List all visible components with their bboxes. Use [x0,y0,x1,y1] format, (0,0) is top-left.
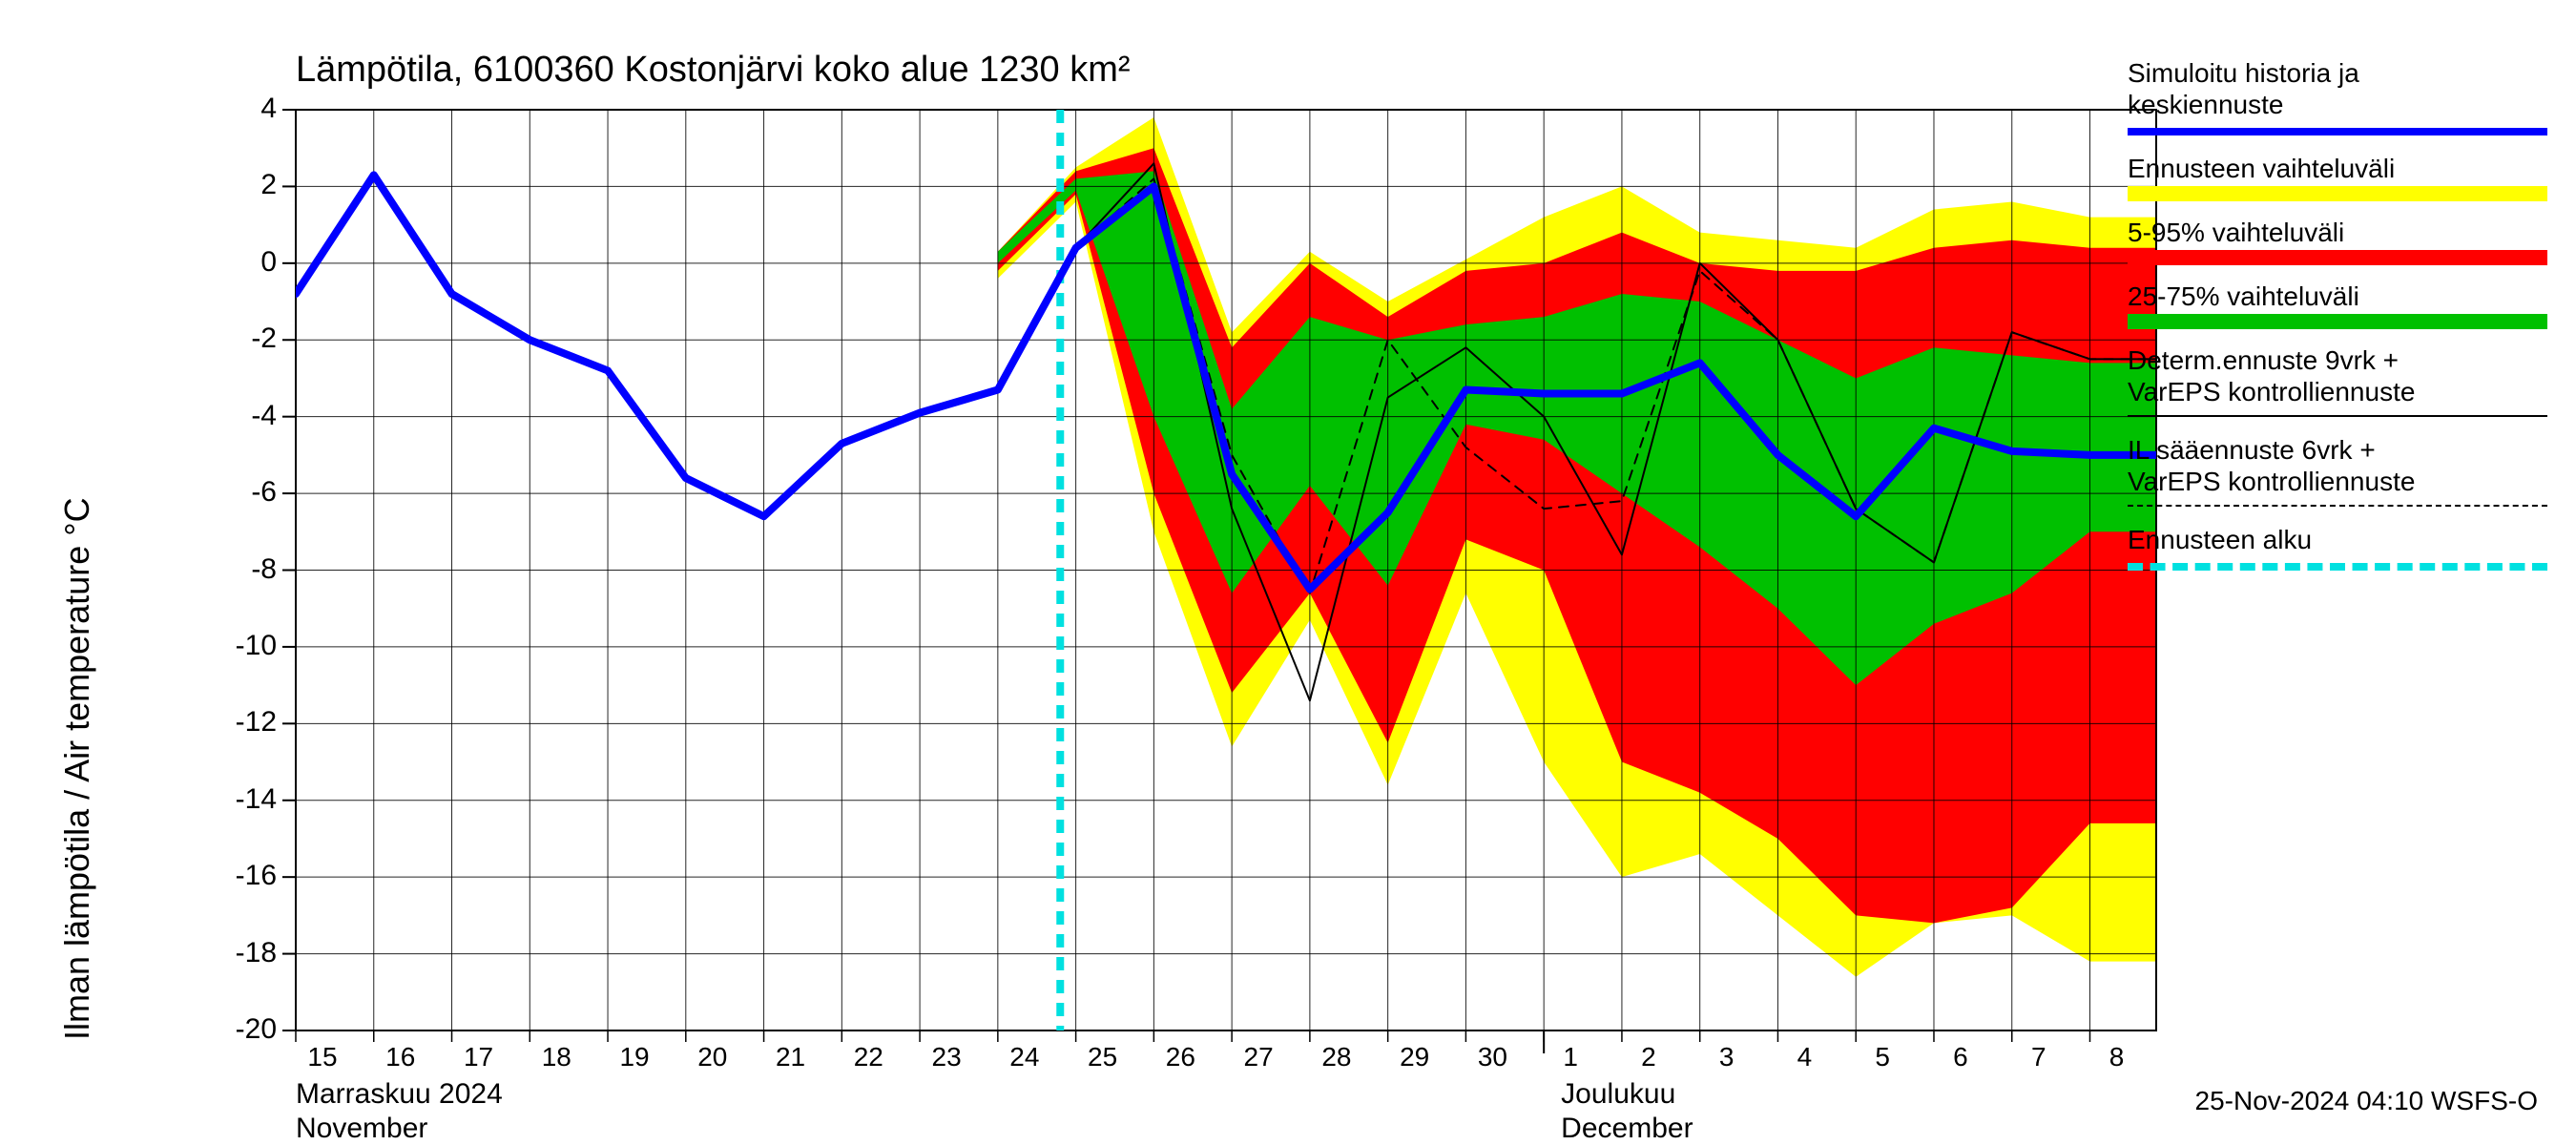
legend-text: Determ.ennuste 9vrk + [2128,344,2547,376]
y-tick: -14 [191,783,277,816]
x-tick: 8 [2088,1042,2146,1072]
legend-item: Ennusteen vaihteluväli [2128,153,2547,201]
x-tick: 3 [1698,1042,1755,1072]
x-tick: 1 [1542,1042,1599,1072]
legend-line [2128,505,2547,507]
x-tick: 15 [294,1042,351,1072]
legend-text: 5-95% vaihteluväli [2128,217,2547,248]
y-tick: -2 [191,323,277,355]
y-tick: -6 [191,476,277,509]
x-tick: 17 [450,1042,508,1072]
y-tick: 4 [191,93,277,125]
legend-text: Simuloitu historia ja [2128,57,2547,89]
legend-line [2128,563,2547,571]
footer-timestamp: 25-Nov-2024 04:10 WSFS-O [2195,1086,2539,1116]
legend-item: Simuloitu historia jakeskiennuste [2128,57,2547,135]
x-tick: 28 [1308,1042,1365,1072]
month-label-right-bottom: December [1561,1113,1693,1145]
month-label-left-top: Marraskuu 2024 [296,1078,503,1111]
legend-text: IL sääennuste 6vrk + [2128,434,2547,466]
y-tick: -8 [191,553,277,586]
legend-item: 5-95% vaihteluväli [2128,217,2547,265]
legend-text: VarEPS kontrolliennuste [2128,376,2547,407]
x-tick: 16 [372,1042,429,1072]
legend-item: 25-75% vaihteluväli [2128,281,2547,329]
legend-item: Determ.ennuste 9vrk +VarEPS kontrollienn… [2128,344,2547,417]
x-tick: 7 [2010,1042,2067,1072]
y-tick: 2 [191,169,277,201]
x-tick: 18 [528,1042,585,1072]
y-tick: -12 [191,706,277,739]
x-tick: 23 [918,1042,975,1072]
month-label-left-bottom: November [296,1113,427,1145]
y-tick: -10 [191,630,277,662]
legend-line [2128,128,2547,135]
legend-swatch [2128,250,2547,265]
x-tick: 4 [1776,1042,1833,1072]
x-tick: 30 [1464,1042,1521,1072]
chart-container: Lämpötila, 6100360 Kostonjärvi koko alue… [0,0,2576,1145]
legend-text: 25-75% vaihteluväli [2128,281,2547,312]
month-label-right-top: Joulukuu [1561,1078,1675,1111]
legend-swatch [2128,186,2547,201]
x-tick: 29 [1386,1042,1444,1072]
y-tick: -4 [191,400,277,432]
y-tick: -16 [191,860,277,892]
x-tick: 27 [1230,1042,1287,1072]
legend-text: Ennusteen vaihteluväli [2128,153,2547,184]
x-tick: 22 [840,1042,897,1072]
legend-item: Ennusteen alku [2128,524,2547,571]
legend-line [2128,415,2547,417]
legend-text: VarEPS kontrolliennuste [2128,466,2547,497]
y-tick: 0 [191,246,277,279]
legend: Simuloitu historia jakeskiennuste Ennuste… [2128,57,2547,588]
x-tick: 25 [1074,1042,1132,1072]
legend-item: IL sääennuste 6vrk + VarEPS kontrollienn… [2128,434,2547,507]
x-tick: 21 [762,1042,820,1072]
x-tick: 24 [996,1042,1053,1072]
x-tick: 26 [1152,1042,1209,1072]
legend-text: Ennusteen alku [2128,524,2547,555]
x-tick: 6 [1932,1042,1989,1072]
x-tick: 19 [606,1042,663,1072]
y-tick: -20 [191,1013,277,1046]
y-tick: -18 [191,937,277,969]
x-tick: 20 [684,1042,741,1072]
legend-text: keskiennuste [2128,89,2547,120]
x-tick: 2 [1620,1042,1677,1072]
x-tick: 5 [1854,1042,1911,1072]
legend-swatch [2128,314,2547,329]
